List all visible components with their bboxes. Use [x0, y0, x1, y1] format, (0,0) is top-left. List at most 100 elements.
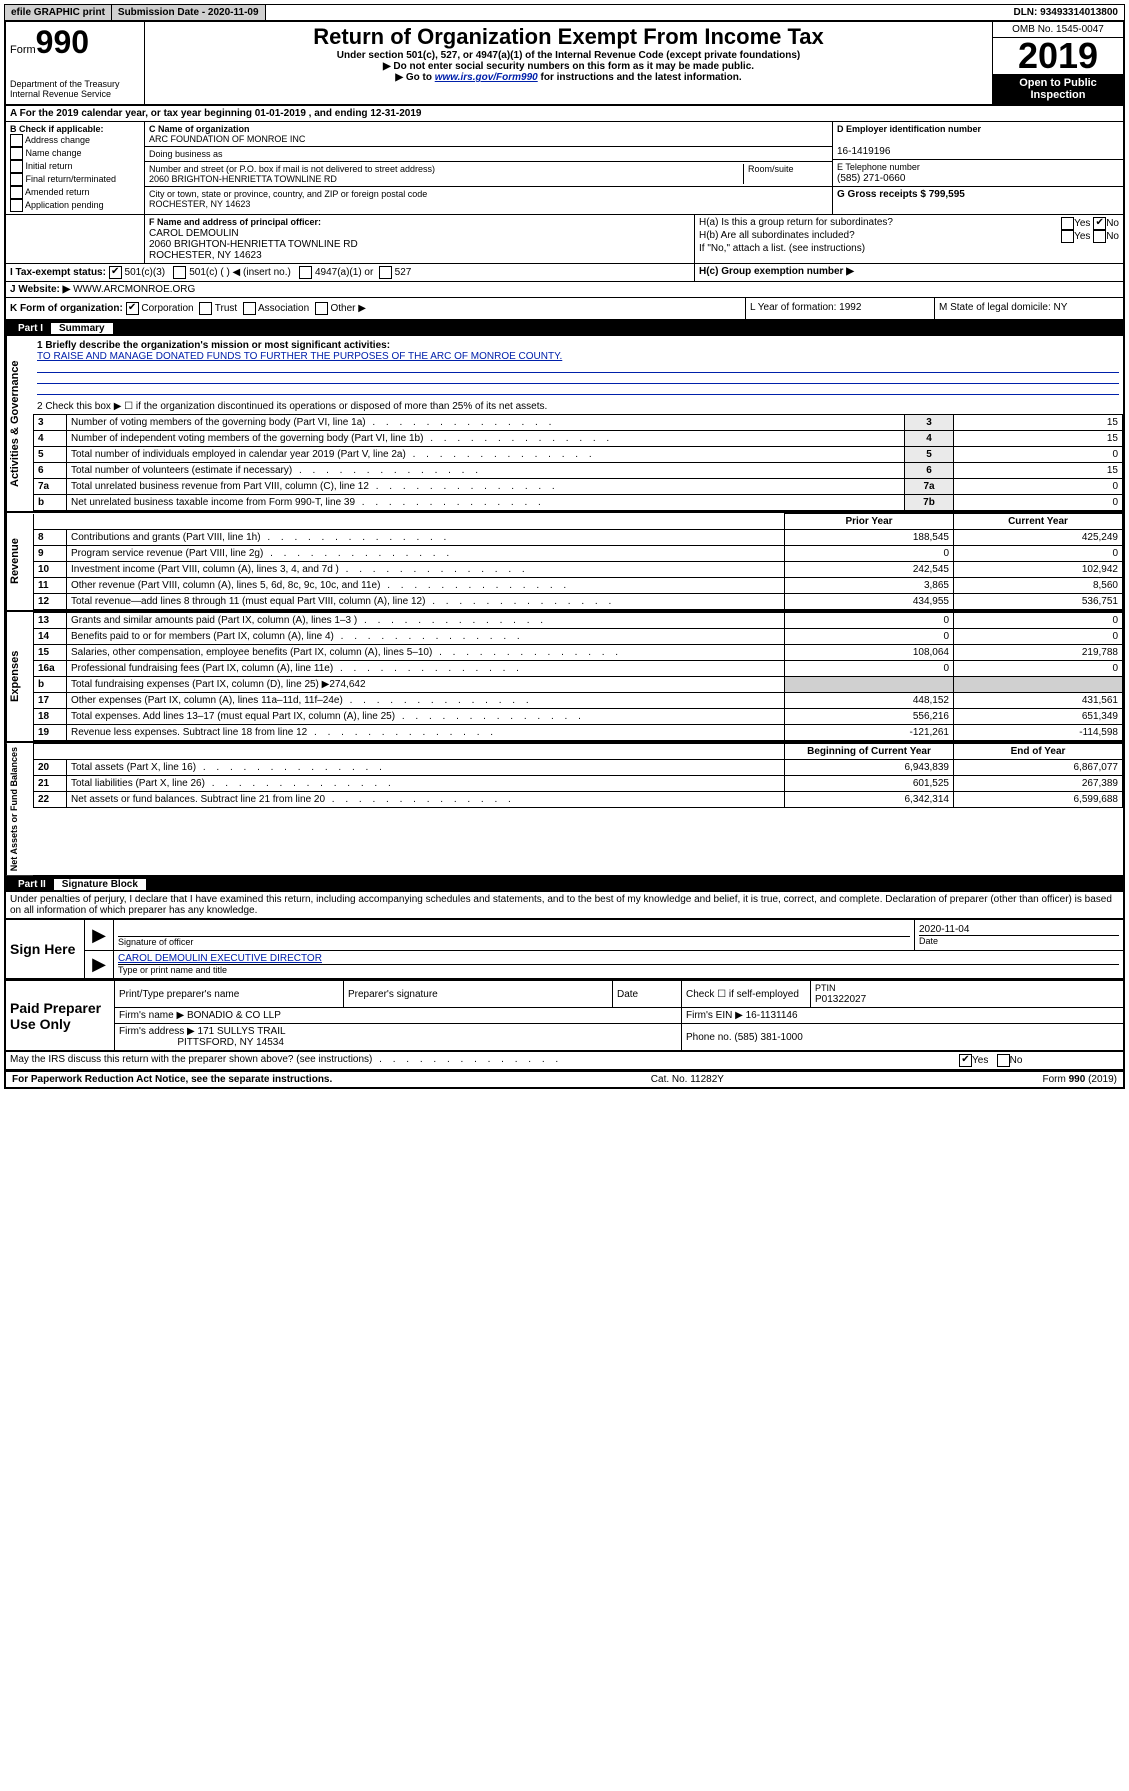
hb-yes[interactable]	[1061, 230, 1074, 243]
table-row: 9Program service revenue (Part VIII, lin…	[34, 546, 1123, 562]
open-public-badge: Open to Public Inspection	[993, 74, 1123, 104]
phone: (585) 271-0660	[837, 173, 905, 184]
org-name: ARC FOUNDATION OF MONROE INC	[149, 134, 305, 144]
firm-addr-label: Firm's address ▶	[119, 1026, 195, 1037]
discuss-no[interactable]	[997, 1054, 1010, 1067]
label-officer: F Name and address of principal officer:	[149, 217, 321, 227]
firm-phone-label: Phone no.	[686, 1032, 732, 1043]
form-subtitle: Under section 501(c), 527, or 4947(a)(1)…	[151, 50, 986, 61]
chk-assoc[interactable]	[243, 302, 256, 315]
firm-city: PITTSFORD, NY 14534	[177, 1037, 284, 1048]
l1-label: 1 Briefly describe the organization's mi…	[37, 340, 390, 351]
vtab-governance: Activities & Governance	[6, 336, 33, 511]
col-eoy: End of Year	[954, 744, 1123, 760]
chk-4947[interactable]	[299, 266, 312, 279]
table-row: 21Total liabilities (Part X, line 26)601…	[34, 776, 1123, 792]
efile-badge[interactable]: efile GRAPHIC print	[5, 5, 112, 20]
discuss-yes[interactable]	[959, 1054, 972, 1067]
vtab-net: Net Assets or Fund Balances	[6, 743, 33, 875]
chk-address-change[interactable]: Address change	[10, 134, 140, 147]
hb-no[interactable]	[1093, 230, 1106, 243]
chk-other[interactable]	[315, 302, 328, 315]
irs-link[interactable]: www.irs.gov/Form990	[435, 72, 538, 83]
firm-ein: 16-1131146	[746, 1010, 798, 1021]
rev-table: Prior Year Current Year 8Contributions a…	[33, 513, 1123, 610]
ha-no[interactable]	[1093, 217, 1106, 230]
form-header: Form990 Department of the Treasury Inter…	[4, 21, 1125, 106]
col-current: Current Year	[954, 514, 1123, 530]
table-row: 16aProfessional fundraising fees (Part I…	[34, 661, 1123, 677]
sign-date-label: Date	[919, 936, 938, 946]
table-row: 17Other expenses (Part IX, column (A), l…	[34, 693, 1123, 709]
firm-label: Firm's name ▶	[119, 1010, 184, 1021]
chk-amended-return[interactable]: Amended return	[10, 186, 140, 199]
label-form-org: K Form of organization:	[10, 303, 123, 314]
ptin: P01322027	[815, 994, 866, 1005]
declaration: Under penalties of perjury, I declare th…	[4, 892, 1125, 918]
firm-name: BONADIO & CO LLP	[187, 1010, 281, 1021]
org-address: 2060 BRIGHTON-HENRIETTA TOWNLINE RD	[149, 174, 337, 184]
label-phone: E Telephone number	[837, 162, 920, 172]
box-b-spacer	[6, 215, 145, 263]
officer-printed-label: Type or print name and title	[118, 965, 227, 975]
table-row: 20Total assets (Part X, line 16)6,943,83…	[34, 760, 1123, 776]
tax-year: 2019	[993, 38, 1123, 74]
label-website: J Website: ▶	[10, 284, 70, 295]
firm-ein-label: Firm's EIN ▶	[686, 1010, 743, 1021]
chk-final-return[interactable]: Final return/terminated	[10, 173, 140, 186]
chk-name-change[interactable]: Name change	[10, 147, 140, 160]
paid-preparer-block: Paid Preparer Use Only Print/Type prepar…	[4, 980, 1125, 1052]
period-line: A For the 2019 calendar year, or tax yea…	[6, 106, 425, 121]
chk-application-pending[interactable]: Application pending	[10, 199, 140, 212]
box-b: B Check if applicable: Address change Na…	[6, 122, 145, 214]
hb-label: H(b) Are all subordinates included?	[699, 230, 1061, 243]
vtab-expenses: Expenses	[6, 612, 33, 741]
dept-treasury: Department of the Treasury	[10, 79, 140, 89]
table-row: 15Salaries, other compensation, employee…	[34, 645, 1123, 661]
chk-501c3[interactable]	[109, 266, 122, 279]
irs-label: Internal Revenue Service	[10, 89, 140, 99]
exp-table: 13Grants and similar amounts paid (Part …	[33, 612, 1123, 741]
year-formation: L Year of formation: 1992	[746, 298, 935, 319]
pra-notice: For Paperwork Reduction Act Notice, see …	[12, 1074, 332, 1085]
label-org-name: C Name of organization	[149, 124, 250, 134]
gov-table: 3Number of voting members of the governi…	[33, 414, 1123, 511]
gross-receipts: G Gross receipts $ 799,595	[837, 189, 965, 200]
chk-initial-return[interactable]: Initial return	[10, 160, 140, 173]
table-row: 19Revenue less expenses. Subtract line 1…	[34, 725, 1123, 741]
chk-527[interactable]	[379, 266, 392, 279]
ein: 16-1419196	[837, 146, 890, 157]
website[interactable]: WWW.ARCMONROE.ORG	[73, 284, 195, 295]
table-row: 10Investment income (Part VIII, column (…	[34, 562, 1123, 578]
h-self-employed[interactable]: Check ☐ if self-employed	[682, 981, 811, 1008]
chk-501c[interactable]	[173, 266, 186, 279]
table-row: 3Number of voting members of the governi…	[34, 415, 1123, 431]
h-preparer-date: Date	[613, 981, 682, 1008]
page-footer: For Paperwork Reduction Act Notice, see …	[4, 1071, 1125, 1089]
ha-yes[interactable]	[1061, 217, 1074, 230]
h-ptin: PTIN	[815, 983, 836, 993]
table-row: 22Net assets or fund balances. Subtract …	[34, 792, 1123, 808]
org-city: ROCHESTER, NY 14623	[149, 199, 250, 209]
discuss-question: May the IRS discuss this return with the…	[6, 1052, 955, 1069]
label-address: Number and street (or P.O. box if mail i…	[149, 164, 435, 174]
sign-block: Sign Here ▶ Signature of officer 2020-11…	[4, 918, 1125, 980]
form-title: Return of Organization Exempt From Incom…	[151, 24, 986, 50]
chk-trust[interactable]	[199, 302, 212, 315]
officer-name: CAROL DEMOULIN	[149, 228, 239, 239]
state-domicile: M State of legal domicile: NY	[935, 298, 1123, 319]
table-row: 7aTotal unrelated business revenue from …	[34, 479, 1123, 495]
col-prior: Prior Year	[785, 514, 954, 530]
chk-corp[interactable]	[126, 302, 139, 315]
mission-text: TO RAISE AND MANAGE DONATED FUNDS TO FUR…	[37, 351, 562, 362]
ha-label: H(a) Is this a group return for subordin…	[699, 217, 1061, 230]
top-bar: efile GRAPHIC print Submission Date - 20…	[4, 4, 1125, 21]
officer-addr: 2060 BRIGHTON-HENRIETTA TOWNLINE RD	[149, 239, 358, 250]
goto-pre: ▶ Go to	[395, 72, 434, 83]
paid-preparer-label: Paid Preparer Use Only	[5, 981, 115, 1052]
table-row: bNet unrelated business taxable income f…	[34, 495, 1123, 511]
label-ein: D Employer identification number	[837, 124, 981, 134]
table-row: 8Contributions and grants (Part VIII, li…	[34, 530, 1123, 546]
form-ref: Form 990 (2019)	[1043, 1074, 1117, 1085]
hb-note: If "No," attach a list. (see instruction…	[699, 243, 1119, 254]
